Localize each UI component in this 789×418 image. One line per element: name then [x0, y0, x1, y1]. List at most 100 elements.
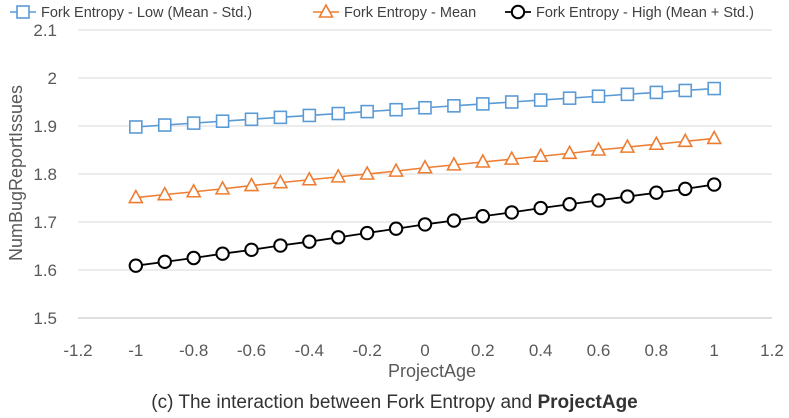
- data-point: [330, 168, 347, 183]
- data-point: [562, 91, 577, 105]
- data-point: [273, 110, 288, 125]
- gridlines: [78, 29, 772, 271]
- data-point: [649, 85, 664, 100]
- data-point: [677, 132, 694, 148]
- data-point: [244, 242, 259, 258]
- y-tick-label: 1.7: [33, 213, 57, 232]
- data-point: [360, 104, 374, 119]
- x-tick-label: -1: [128, 341, 143, 360]
- series-square: [129, 81, 721, 134]
- chart: 1.5 1.6 1.7 1.8 1.9 2 2.1 -1.2 -1 -0.8 -0.6 -0.4 -0…: [6, 3, 784, 381]
- data-point: [417, 159, 433, 174]
- data-point: [504, 95, 519, 109]
- caption-bold-text: ProjectAge: [537, 392, 638, 413]
- data-point: [389, 102, 403, 117]
- y-tick-label: 2.1: [33, 21, 57, 40]
- y-tick-label: 1.9: [33, 117, 57, 136]
- data-point: [476, 97, 490, 111]
- y-axis-title: NumBugReportIssues: [6, 85, 26, 261]
- y-tick-label: 1.6: [33, 261, 57, 280]
- legend-label: Fork Entropy - Mean: [344, 5, 476, 21]
- data-point: [620, 87, 635, 102]
- data-point: [447, 99, 461, 113]
- data-point: [214, 180, 231, 195]
- x-tick-labels: -1.2 -1 -0.8 -0.6 -0.4 -0.2 0 0.2 0.4 0.6 0.8 1 1.2: [63, 341, 783, 360]
- legend-marker: [318, 3, 334, 18]
- data-point: [532, 147, 549, 163]
- data-point: [388, 221, 404, 236]
- data-point: [562, 197, 577, 212]
- data-point: [331, 230, 346, 245]
- data-point: [157, 254, 172, 270]
- caption-text: (c) The interaction between Fork Entropy…: [151, 392, 538, 413]
- x-tick-label: 0.4: [529, 341, 553, 360]
- y-tick-labels: 1.5 1.6 1.7 1.8 1.9 2 2.1: [33, 21, 57, 328]
- data-point: [157, 118, 172, 132]
- legend-marker: [510, 4, 526, 20]
- data-point: [186, 250, 201, 266]
- data-point: [474, 153, 491, 168]
- x-axis-title: ProjectAge: [388, 361, 476, 381]
- legend-label: Fork Entropy - High (Mean + Std.): [536, 5, 754, 21]
- data-point: [678, 83, 693, 98]
- data-point: [503, 150, 520, 165]
- data-point: [272, 173, 289, 189]
- x-tick-label: 0: [420, 341, 429, 360]
- data-point: [418, 100, 432, 115]
- data-point: [128, 258, 144, 273]
- data-point: [620, 189, 635, 204]
- data-point: [186, 116, 201, 130]
- legend-item: Fork Entropy - Low (Mean - Std.): [10, 5, 252, 21]
- legend-label: Fork Entropy - Low (Mean - Std.): [41, 5, 252, 21]
- data-point: [273, 238, 288, 253]
- data-point: [591, 89, 606, 104]
- figure-caption: (c) The interaction between Fork Entropy…: [0, 392, 789, 414]
- data-point: [302, 108, 317, 123]
- data-point: [129, 120, 143, 134]
- y-tick-label: 1.5: [33, 309, 57, 328]
- x-tick-label: 0.6: [587, 341, 611, 360]
- x-tick-label: 1: [709, 341, 718, 360]
- data-point: [706, 129, 723, 145]
- legend-item: Fork Entropy - High (Mean + Std.): [505, 4, 754, 21]
- x-tick-label: 0.8: [645, 341, 669, 360]
- data-point: [619, 138, 636, 153]
- x-tick-label: -1.2: [63, 341, 92, 360]
- data-point: [417, 217, 433, 232]
- data-point: [156, 185, 173, 201]
- x-tick-label: -0.4: [295, 341, 324, 360]
- data-point: [706, 177, 722, 192]
- data-point: [678, 181, 693, 197]
- data-point: [707, 81, 721, 96]
- data-point: [648, 135, 665, 151]
- x-tick-label: -0.2: [353, 341, 382, 360]
- y-tick-label: 1.8: [33, 165, 57, 184]
- data-point: [649, 185, 664, 200]
- data-point: [301, 171, 318, 186]
- data-point: [359, 225, 375, 241]
- y-tick-label: 2: [48, 69, 57, 88]
- data-point: [185, 183, 202, 198]
- data-point: [504, 205, 519, 220]
- data-point: [388, 162, 404, 177]
- legend: Fork Entropy - Low (Mean - Std.) Fork Ent…: [10, 3, 754, 21]
- data-point: [215, 246, 230, 261]
- x-tick-label: -0.8: [179, 341, 208, 360]
- data-point: [446, 213, 462, 228]
- data-point: [302, 234, 317, 249]
- data-point: [561, 144, 578, 160]
- data-point: [243, 176, 260, 192]
- data-point: [215, 114, 230, 128]
- legend-item: Fork Entropy - Mean: [313, 3, 476, 21]
- data-point: [359, 165, 376, 180]
- data-point: [533, 93, 548, 107]
- series-layer: [127, 81, 723, 273]
- data-point: [446, 156, 462, 171]
- legend-marker: [16, 5, 30, 19]
- series-circle: [128, 177, 722, 273]
- data-point: [533, 200, 548, 216]
- series-triangle: [127, 129, 723, 204]
- data-point: [475, 209, 491, 224]
- x-tick-label: -0.6: [237, 341, 266, 360]
- x-tick-label: 0.2: [471, 341, 495, 360]
